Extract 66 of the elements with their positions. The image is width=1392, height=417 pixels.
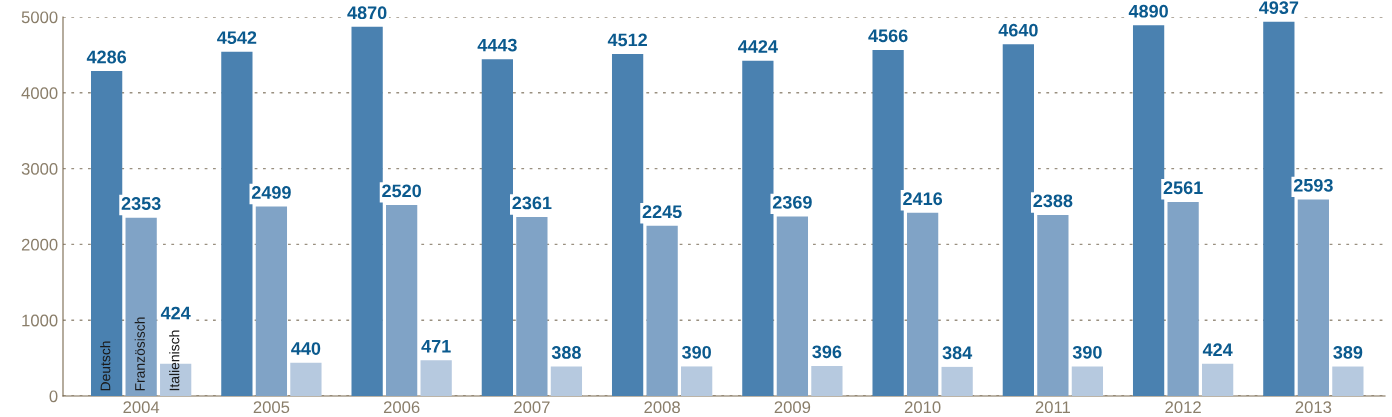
- x-tick-label: 2008: [644, 401, 680, 414]
- data-label: 2388: [1033, 194, 1073, 208]
- data-label: 4640: [998, 23, 1038, 37]
- x-tick-label: 2009: [774, 401, 811, 414]
- x-tick-label: 2006: [383, 401, 420, 414]
- bar: [420, 360, 452, 396]
- y-tick-label: 1000: [22, 314, 58, 327]
- data-label: 424: [160, 306, 191, 320]
- bar: [776, 216, 809, 396]
- data-label: 4286: [86, 50, 127, 64]
- data-label: 2520: [382, 184, 421, 198]
- data-label: 384: [942, 346, 973, 360]
- bar: [1037, 214, 1069, 396]
- data-label: 4890: [1128, 4, 1168, 18]
- series-label: Deutsch: [100, 341, 111, 391]
- x-tick-label: 2011: [1035, 401, 1070, 414]
- data-label: 390: [682, 345, 711, 359]
- bar: [646, 225, 678, 396]
- y-tick-label: 5000: [21, 11, 58, 24]
- y-tick-label: 2000: [21, 238, 58, 251]
- x-tick-label: 2004: [123, 401, 160, 414]
- bar: [1297, 199, 1329, 396]
- data-label: 4512: [607, 33, 647, 47]
- data-label: 2499: [251, 186, 291, 199]
- bar: [1263, 21, 1295, 396]
- data-label: 396: [812, 345, 842, 359]
- data-label: 389: [1333, 345, 1363, 359]
- data-label: 4566: [868, 29, 908, 43]
- data-label: 2353: [121, 197, 161, 210]
- y-tick-label: 4000: [21, 87, 58, 99]
- data-label: 2561: [1163, 181, 1203, 195]
- data-label: 471: [421, 339, 451, 353]
- x-tick-label: 2010: [904, 401, 941, 414]
- x-tick-label: 2007: [514, 401, 550, 414]
- data-label: 2593: [1293, 178, 1333, 192]
- x-tick-label: 2005: [253, 401, 290, 414]
- bar: [1132, 25, 1165, 396]
- data-label: 424: [1202, 343, 1233, 356]
- series-label: Französisch: [134, 317, 145, 391]
- data-label: 440: [291, 342, 321, 355]
- data-label: 4542: [217, 31, 257, 44]
- x-tick-label: 2013: [1295, 401, 1332, 414]
- data-label: 4443: [477, 38, 517, 52]
- data-label: 2245: [642, 205, 682, 219]
- data-label: 4424: [738, 40, 778, 53]
- data-label: 4870: [347, 6, 387, 20]
- data-label: 2416: [903, 192, 943, 206]
- bar: [255, 206, 288, 396]
- bar: [1167, 201, 1199, 396]
- data-label: 2361: [512, 196, 552, 210]
- bar: [386, 204, 418, 396]
- text: Italienisch: [169, 330, 180, 391]
- bar: [91, 71, 123, 396]
- data-label: 388: [551, 346, 581, 359]
- data-label: 390: [1072, 345, 1102, 359]
- bar: [125, 217, 157, 396]
- bar: [481, 59, 513, 396]
- bar: [351, 26, 383, 396]
- data-label: 2369: [772, 195, 812, 209]
- bar: [516, 217, 548, 396]
- bar: [1002, 44, 1034, 396]
- x-tick-label: 2012: [1165, 401, 1201, 414]
- y-tick-label: 0: [49, 390, 58, 403]
- data-label: 4937: [1259, 1, 1299, 15]
- y-tick-label: 3000: [21, 163, 58, 175]
- bar: [907, 212, 939, 396]
